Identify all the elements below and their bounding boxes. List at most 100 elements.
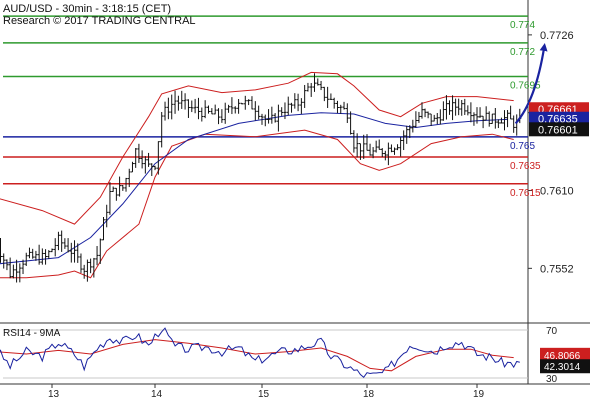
- x-tick-label: 19: [473, 389, 485, 400]
- price-bar: [515, 114, 519, 136]
- price-bar: [160, 111, 164, 148]
- price-bar: [56, 231, 60, 251]
- rsi-tick-label: 70: [546, 326, 558, 337]
- price-bar: [423, 108, 427, 118]
- projection-arrow: [514, 42, 548, 125]
- price-bar: [316, 78, 320, 86]
- price-bar: [460, 99, 464, 116]
- price-bar: [393, 147, 396, 155]
- price-bar: [306, 82, 310, 92]
- price-bar: [335, 100, 339, 114]
- price-bar: [358, 143, 362, 160]
- price-bar: [95, 246, 99, 266]
- price-bar: [76, 243, 80, 263]
- y-tick-label: 0.7610: [540, 186, 574, 198]
- price-bar: [193, 98, 197, 114]
- price-bar: [389, 144, 393, 153]
- price-bar: [493, 107, 497, 129]
- price-bar: [257, 105, 261, 120]
- price-bar: [405, 125, 409, 144]
- price-bar: [166, 97, 170, 120]
- price-bar: [92, 257, 96, 278]
- price-bar: [380, 148, 384, 158]
- price-bar: [121, 185, 125, 191]
- price-bar: [69, 242, 73, 263]
- price-bar: [368, 143, 372, 156]
- price-bar: [85, 259, 89, 282]
- price-bar: [173, 90, 177, 114]
- price-bar: [286, 96, 290, 116]
- price-bar: [66, 238, 70, 253]
- price-bar: [98, 238, 102, 264]
- y-tick-label: 0.7552: [540, 263, 574, 275]
- price-bar: [176, 95, 180, 111]
- price-bar: [102, 216, 105, 241]
- price-bar: [40, 248, 44, 265]
- price-bar: [163, 101, 167, 121]
- price-bar: [217, 108, 221, 125]
- price-bar: [280, 107, 284, 116]
- price-bar: [362, 134, 366, 159]
- price-bar: [233, 106, 237, 114]
- price-bar: [383, 150, 387, 161]
- level-label: 0.7695: [510, 80, 541, 91]
- price-bar: [503, 110, 506, 131]
- price-bar: [203, 100, 207, 119]
- rsi-ma-line: [0, 339, 514, 372]
- price-bar: [469, 102, 473, 123]
- price-bar: [213, 104, 217, 115]
- price-bar: [396, 144, 400, 151]
- price-bar: [487, 111, 491, 127]
- rsi-value-label: 46.8066: [544, 351, 581, 362]
- price-bar: [5, 259, 9, 271]
- price-bar: [34, 250, 38, 261]
- price-bar: [296, 93, 300, 112]
- price-bar: [150, 163, 154, 176]
- price-bar: [484, 106, 488, 121]
- price-bar: [140, 150, 144, 169]
- price-bar: [247, 99, 251, 106]
- price-bar: [342, 101, 346, 110]
- price-bar: [478, 107, 482, 118]
- price-bar: [426, 111, 430, 119]
- price-bar: [50, 248, 54, 253]
- price-bar: [481, 115, 485, 129]
- price-bar: [237, 98, 241, 114]
- price-bar: [263, 114, 267, 127]
- price-bar: [299, 98, 303, 114]
- price-bar: [267, 109, 271, 124]
- price-tag: [529, 122, 589, 137]
- price-bar: [156, 141, 160, 175]
- price-bar: [332, 97, 336, 109]
- x-tick-label: 14: [151, 389, 163, 400]
- price-bar: [73, 240, 77, 263]
- price-bar: [240, 102, 244, 105]
- price-bar: [322, 86, 326, 102]
- price-bar: [210, 108, 214, 115]
- price-bar: [31, 248, 35, 259]
- price-bar: [438, 109, 442, 125]
- price-bar: [183, 93, 187, 110]
- price-bar: [417, 111, 421, 123]
- price-bar: [200, 107, 204, 122]
- price-bar: [435, 113, 439, 125]
- price-bar: [60, 230, 64, 252]
- moving-average-line: [0, 112, 508, 265]
- price-bar: [466, 105, 470, 116]
- price-bar: [339, 104, 343, 114]
- price-bar: [365, 134, 369, 151]
- price-bar: [190, 100, 194, 113]
- price-bar: [345, 103, 349, 123]
- level-label: 0.774: [510, 20, 535, 31]
- price-bar: [496, 119, 500, 129]
- price-bar: [89, 258, 93, 274]
- price-bar: [326, 86, 330, 108]
- price-bar: [82, 264, 86, 279]
- price-bar: [63, 238, 67, 249]
- price-bar: [207, 105, 210, 114]
- price-bar: [411, 119, 415, 133]
- price-bar: [448, 100, 451, 115]
- price-bar: [309, 82, 313, 97]
